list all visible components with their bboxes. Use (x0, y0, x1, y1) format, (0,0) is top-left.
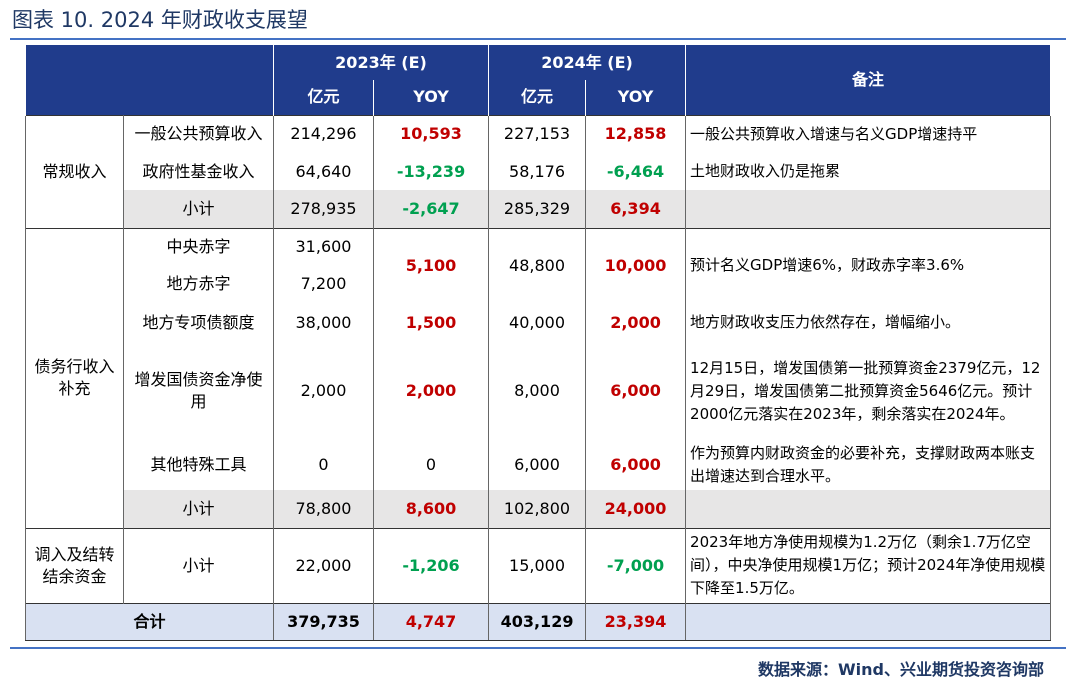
note: 2023年地方净使用规模为1.2万亿（剩余1.7万亿空间），中央净使用规模1万亿… (685, 527, 1052, 603)
cell: 10,000 (585, 227, 687, 303)
cell: 64,640 (273, 153, 374, 190)
col-head: 2024年 (E) (488, 45, 687, 80)
cell: 38,000 (273, 303, 374, 342)
item: 小计 (123, 490, 274, 528)
cell: 2,000 (585, 303, 687, 342)
unit: YOY (372, 80, 490, 115)
cell: 214,296 (273, 114, 374, 153)
cell: 227,153 (488, 114, 587, 153)
cell: 15,000 (488, 527, 587, 603)
item: 政府性基金收入 (123, 153, 274, 190)
source: 数据来源：Wind、兴业期货投资咨询部 (758, 660, 1044, 679)
cell: 6,394 (585, 190, 687, 228)
rule (10, 647, 1066, 649)
item: 合计 (25, 602, 274, 641)
cell: 23,394 (585, 602, 687, 641)
cell: 6,000 (585, 342, 687, 440)
unit: YOY (585, 80, 687, 115)
cell: 8,000 (488, 342, 587, 440)
unit: 亿元 (488, 80, 587, 115)
item: 其他特殊工具 (123, 440, 274, 490)
cell: 78,800 (273, 490, 374, 528)
cell: -7,000 (585, 527, 687, 603)
note: 地方财政收支压力依然存在，增幅缩小。 (685, 303, 1052, 342)
cell: -1,206 (372, 527, 490, 603)
cell: -13,239 (372, 153, 490, 190)
item: 一般公共预算收入 (123, 114, 274, 153)
fiscal-table: 2023年 (E) 2024年 (E) 备注 亿元 YOY 亿元 YOY 常规收入 一般公共… (25, 45, 1052, 641)
cell: 278,935 (273, 190, 374, 228)
cell: 6,000 (488, 440, 587, 490)
unit: 亿元 (273, 80, 374, 115)
cell: 379,735 (273, 602, 374, 641)
cell: 0 (372, 440, 490, 490)
cell: 31,600 (273, 227, 374, 265)
group: 调入及结转结余资金 (25, 527, 124, 603)
cell: 2,000 (273, 342, 374, 440)
cell: 58,176 (488, 153, 587, 190)
cell: 285,329 (488, 190, 587, 228)
cell: 2,000 (372, 342, 490, 440)
note: 土地财政收入仍是拖累 (685, 153, 1052, 190)
note: 12月15日，增发国债第一批预算资金2379亿元，12月29日，增发国债第二批预… (685, 342, 1052, 440)
cell: 102,800 (488, 490, 587, 528)
col-head: 2023年 (E) (272, 45, 490, 80)
cell: 403,129 (488, 602, 587, 641)
rule (10, 38, 1066, 40)
cell: 1,500 (372, 303, 490, 342)
cell: 12,858 (585, 114, 687, 153)
cell: 48,800 (488, 227, 587, 303)
item: 地方专项债额度 (123, 303, 274, 342)
note: 一般公共预算收入增速与名义GDP增速持平 (685, 114, 1052, 153)
item: 中央赤字 (123, 227, 274, 265)
title: 图表 10. 2024 年财政收支展望 (12, 8, 308, 32)
item: 增发国债资金净使用 (123, 342, 274, 440)
item: 地方赤字 (123, 265, 274, 303)
cell: 0 (273, 440, 374, 490)
cell: -6,464 (585, 153, 687, 190)
item: 小计 (123, 527, 274, 603)
cell: 4,747 (372, 602, 490, 641)
col-head: 备注 (685, 45, 1052, 115)
corner (25, 45, 274, 115)
item: 小计 (123, 190, 274, 228)
cell: 40,000 (488, 303, 587, 342)
group: 债务行收入补充 (25, 227, 124, 528)
cell: 7,200 (273, 265, 374, 303)
note (685, 490, 1052, 528)
cell: -2,647 (372, 190, 490, 228)
note (685, 602, 1052, 641)
cell: 8,600 (372, 490, 490, 528)
group: 常规收入 (25, 114, 124, 228)
note: 作为预算内财政资金的必要补充，支撑财政两本账支出增速达到合理水平。 (685, 440, 1052, 490)
cell: 22,000 (273, 527, 374, 603)
note: 预计名义GDP增速6%，财政赤字率3.6% (685, 227, 1052, 303)
cell: 6,000 (585, 440, 687, 490)
cell: 24,000 (585, 490, 687, 528)
note (685, 190, 1052, 228)
cell: 5,100 (372, 227, 490, 303)
cell: 10,593 (372, 114, 490, 153)
